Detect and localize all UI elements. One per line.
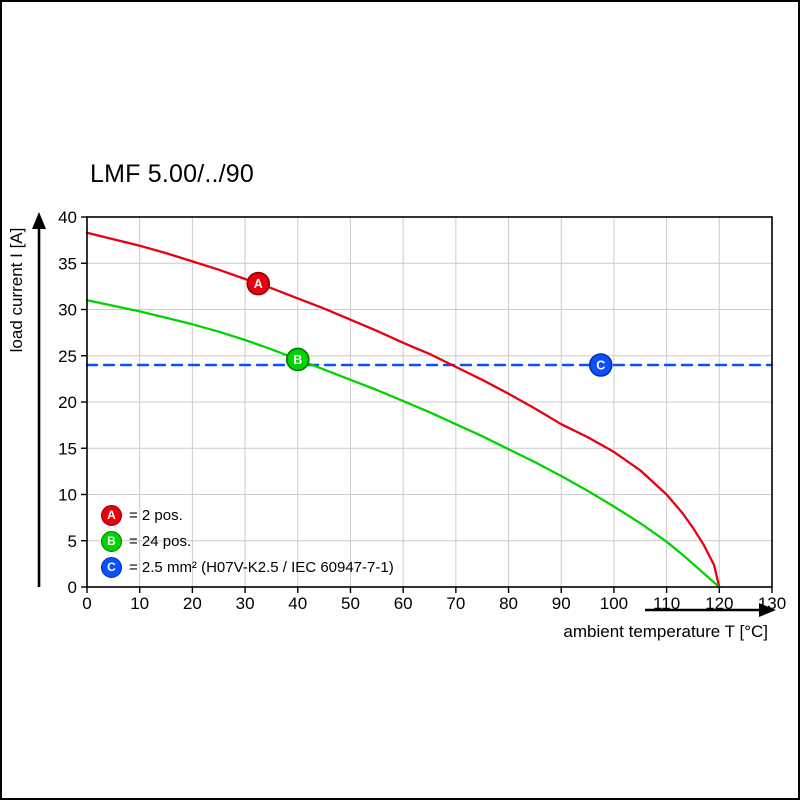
svg-text:10: 10 (130, 594, 149, 613)
svg-text:30: 30 (236, 594, 255, 613)
svg-text:30: 30 (58, 301, 77, 320)
svg-text:40: 40 (288, 594, 307, 613)
svg-text:70: 70 (446, 594, 465, 613)
svg-text:120: 120 (705, 594, 733, 613)
svg-text:0: 0 (82, 594, 91, 613)
legend-label-c: = 2.5 mm² (H07V-K2.5 / IEC 60947-7-1) (129, 558, 394, 576)
svg-text:110: 110 (653, 594, 680, 613)
legend: A = 2 pos. B = 24 pos. C = 2.5 mm² (H07V… (101, 502, 394, 580)
x-axis-label: ambient temperature T [°C] (563, 622, 768, 641)
svg-text:50: 50 (341, 594, 360, 613)
svg-text:100: 100 (600, 594, 628, 613)
legend-label-b: = 24 pos. (129, 532, 192, 550)
svg-text:B: B (293, 353, 302, 367)
series-a-marker-icon: A (101, 504, 122, 526)
chart-title: LMF 5.00/../90 (90, 160, 254, 188)
series-c-marker-icon: C (101, 556, 122, 578)
svg-text:20: 20 (183, 594, 202, 613)
svg-text:0: 0 (68, 578, 77, 597)
svg-text:C: C (596, 359, 605, 373)
legend-item-24pos: B = 24 pos. (101, 528, 394, 554)
svg-text:10: 10 (58, 486, 77, 505)
svg-text:80: 80 (499, 594, 518, 613)
series-b-marker-icon: B (101, 530, 122, 552)
svg-text:35: 35 (58, 254, 77, 273)
legend-item-wire-spec: C = 2.5 mm² (H07V-K2.5 / IEC 60947-7-1) (101, 554, 394, 580)
svg-text:25: 25 (58, 347, 77, 366)
svg-text:A: A (254, 277, 263, 291)
svg-text:60: 60 (394, 594, 413, 613)
svg-text:90: 90 (552, 594, 571, 613)
svg-text:20: 20 (58, 393, 77, 412)
legend-item-2pos: A = 2 pos. (101, 502, 394, 528)
legend-label-a: = 2 pos. (129, 506, 183, 524)
svg-text:15: 15 (58, 439, 77, 458)
svg-text:5: 5 (68, 532, 77, 551)
svg-text:40: 40 (58, 208, 77, 227)
